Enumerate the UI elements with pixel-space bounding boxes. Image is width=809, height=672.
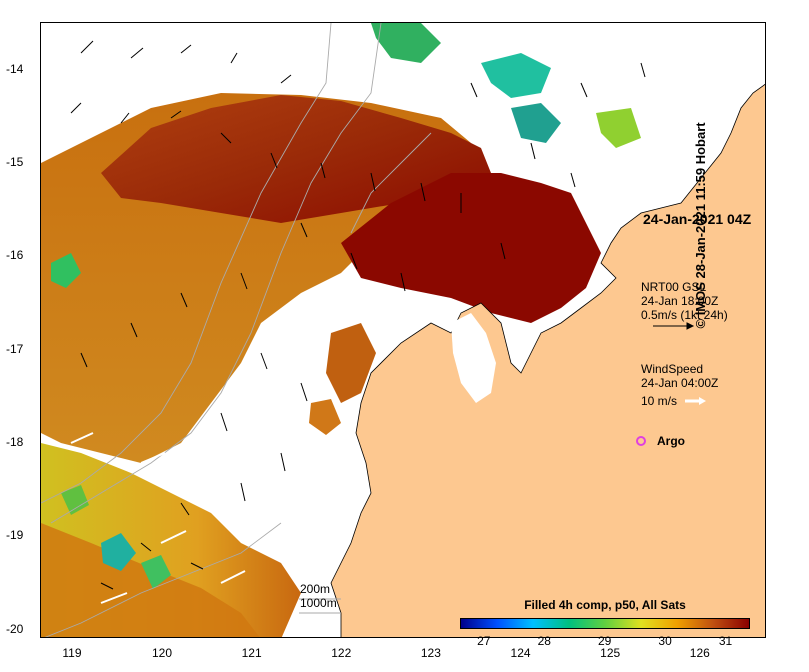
colorbar (460, 618, 750, 629)
x-tick-label: 123 (420, 646, 441, 660)
current-legend-scale: 0.5m/s (1kt 24h) (641, 308, 728, 322)
map-area[interactable] (40, 22, 766, 638)
current-legend-arrow (653, 322, 695, 330)
y-tick-label: -19 (6, 528, 24, 543)
x-tick-label: 119 (62, 646, 82, 660)
sst-north-patches (371, 23, 441, 63)
depth-label-200m: 200m (300, 582, 331, 596)
time-stamp: 24-Jan-2021 04Z (643, 211, 752, 227)
x-tick-label: 125 (600, 646, 621, 660)
colorbar-title: Filled 4h comp, p50, All Sats (524, 598, 686, 612)
current-legend-time: 24-Jan 18:00Z (641, 294, 719, 308)
argo-marker[interactable] (636, 436, 646, 446)
colorbar-tick-label: 29 (598, 634, 612, 648)
colorbar-tick-label: 28 (537, 634, 551, 648)
gulf (451, 313, 496, 403)
y-tick-label: -15 (6, 155, 24, 169)
land-mass (330, 83, 765, 637)
x-tick-label: 122 (331, 646, 352, 660)
colorbar-tick-label: 31 (718, 634, 733, 648)
wind-legend-arrow (685, 397, 706, 405)
sst-east-band (341, 173, 601, 323)
wind-legend-scale: 10 m/s (641, 394, 678, 408)
bathymetry-contours (41, 23, 432, 637)
x-tick-label: 121 (241, 646, 262, 660)
y-tick-label: -20 (6, 621, 24, 636)
argo-label: Argo (657, 434, 685, 448)
wind-arrows (60, 72, 246, 604)
x-tick-label: 120 (152, 646, 173, 660)
y-tick-label: -16 (6, 248, 24, 263)
credit-text: © IMOS 28-Jan-2021 11:59 Hobart (692, 122, 708, 329)
colorbar-tick-label: 30 (658, 634, 672, 648)
sst-map (41, 23, 765, 637)
current-legend-source: NRT00 GSL (641, 280, 707, 294)
x-tick-label: 124 (510, 646, 531, 660)
sst-field (41, 23, 641, 637)
current-arrows (70, 40, 646, 590)
colorbar-tick-label: 27 (477, 634, 491, 648)
y-tick-label: -18 (6, 435, 24, 449)
y-tick-label: -17 (6, 341, 24, 356)
y-tick-label: -14 (6, 61, 24, 76)
sst-north-band (101, 95, 491, 223)
depth-label-1000m: 1000m (300, 596, 337, 610)
wind-legend-title: WindSpeed (641, 362, 704, 376)
wind-legend-time: 24-Jan 04:00Z (641, 376, 719, 390)
x-tick-label: 126 (689, 646, 710, 660)
